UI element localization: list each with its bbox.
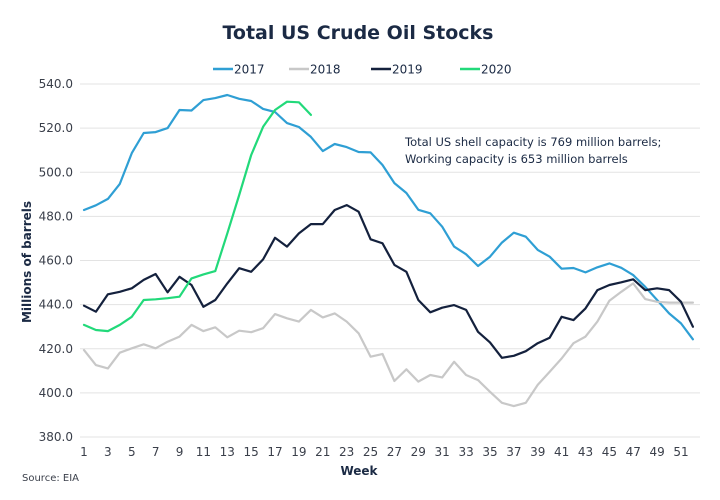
x-tick-label: 49 bbox=[649, 445, 664, 459]
series-line-2018 bbox=[82, 282, 695, 408]
x-tick-label: 7 bbox=[152, 445, 160, 459]
x-tick-label: 19 bbox=[291, 445, 306, 459]
y-tick-label: 480.0 bbox=[39, 209, 73, 223]
x-axis-title: Week bbox=[340, 464, 378, 478]
y-tick-label: 500.0 bbox=[39, 165, 73, 179]
x-tick-label: 41 bbox=[554, 445, 569, 459]
legend-label: 2020 bbox=[481, 63, 512, 77]
y-tick-label: 460.0 bbox=[39, 254, 73, 268]
series-line-2019 bbox=[82, 204, 695, 359]
annotation-line-2: Working capacity is 653 million barrels bbox=[405, 152, 628, 166]
x-tick-label: 25 bbox=[363, 445, 378, 459]
x-axis-ticks: 1 3 5 7 9 11 13 15 17 19 21 23 25 27 29 31 33 35 37 39 41 43 4… bbox=[80, 445, 688, 459]
source-label: Source: EIA bbox=[22, 473, 79, 484]
annotation-line-1: Total US shell capacity is 769 million b… bbox=[404, 135, 661, 149]
y-tick-label: 380.0 bbox=[39, 430, 73, 444]
x-tick-label: 27 bbox=[387, 445, 402, 459]
x-tick-label: 13 bbox=[220, 445, 235, 459]
x-tick-label: 31 bbox=[435, 445, 450, 459]
y-tick-label: 440.0 bbox=[39, 298, 73, 312]
x-tick-label: 5 bbox=[128, 445, 136, 459]
x-tick-label: 9 bbox=[176, 445, 184, 459]
x-tick-label: 43 bbox=[578, 445, 593, 459]
x-tick-label: 29 bbox=[411, 445, 426, 459]
legend-item-2019: 2019 bbox=[371, 63, 423, 77]
x-tick-label: 15 bbox=[244, 445, 259, 459]
legend-label: 2017 bbox=[234, 63, 265, 77]
chart-title: Total US Crude Oil Stocks bbox=[222, 22, 493, 44]
x-tick-label: 1 bbox=[80, 445, 88, 459]
y-tick-label: 520.0 bbox=[39, 121, 73, 135]
x-tick-label: 45 bbox=[602, 445, 617, 459]
x-tick-label: 51 bbox=[673, 445, 688, 459]
x-tick-label: 33 bbox=[458, 445, 473, 459]
legend: 2017 2018 2019 2020 bbox=[213, 63, 512, 77]
series-line-2017 bbox=[82, 93, 695, 341]
y-tick-label: 540.0 bbox=[39, 77, 73, 91]
gridlines bbox=[80, 83, 700, 438]
x-tick-label: 3 bbox=[104, 445, 112, 459]
x-tick-label: 17 bbox=[267, 445, 282, 459]
x-tick-label: 37 bbox=[506, 445, 521, 459]
legend-item-2017: 2017 bbox=[213, 63, 265, 77]
y-axis-title: Millions of barrels bbox=[20, 201, 34, 323]
y-tick-label: 400.0 bbox=[39, 386, 73, 400]
series-lines bbox=[82, 93, 695, 408]
x-tick-label: 21 bbox=[315, 445, 330, 459]
legend-label: 2018 bbox=[310, 63, 341, 77]
y-tick-label: 420.0 bbox=[39, 342, 73, 356]
legend-item-2020: 2020 bbox=[460, 63, 512, 77]
y-axis-ticks: 380.0 400.0 420.0 440.0 460.0 480.0 500.0 520.0… bbox=[39, 77, 73, 444]
series-line-2020 bbox=[82, 100, 312, 333]
x-tick-label: 11 bbox=[196, 445, 211, 459]
legend-item-2018: 2018 bbox=[289, 63, 341, 77]
x-tick-label: 23 bbox=[339, 445, 354, 459]
legend-label: 2019 bbox=[392, 63, 423, 77]
x-tick-label: 47 bbox=[626, 445, 641, 459]
x-tick-label: 39 bbox=[530, 445, 545, 459]
x-tick-label: 35 bbox=[482, 445, 497, 459]
